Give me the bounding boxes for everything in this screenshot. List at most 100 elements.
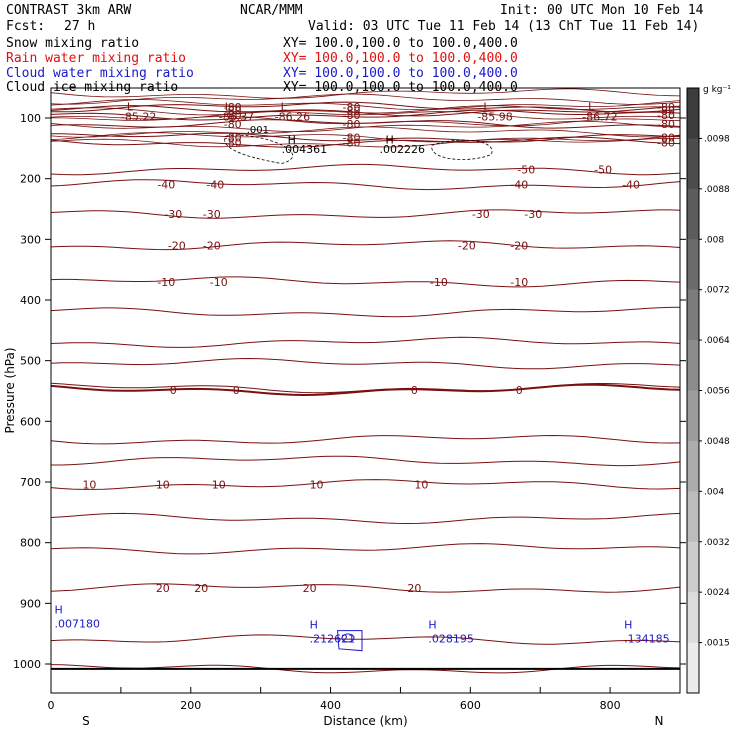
- colorbar-tick-label: .008: [704, 235, 724, 245]
- colorbar-tick-label: .0024: [704, 588, 730, 598]
- contour-label: -80: [657, 105, 675, 118]
- contour-line: [50, 163, 681, 176]
- plot-frame: [50, 87, 681, 694]
- y-tick-label: 600: [20, 415, 41, 428]
- contour-label: -50: [517, 164, 535, 177]
- contour-label: 10: [414, 478, 428, 491]
- contour-label: 20: [194, 582, 208, 595]
- colorbar: g kg⁻¹ .0098 .0088 .008 .0072 .0064 .0056 .0048…: [686, 85, 731, 694]
- contour-label: 20: [407, 582, 421, 595]
- contour-label: -40: [157, 179, 175, 192]
- temperature-contours: [50, 88, 681, 674]
- minimum-value: -86.72: [582, 110, 617, 123]
- contour-line: [50, 383, 681, 397]
- contour-label: 0: [233, 384, 240, 397]
- contour-line: [50, 543, 681, 555]
- contour-line: [50, 132, 681, 143]
- contour-label: -80: [343, 136, 361, 149]
- field-cloudwater-xy: XY= 100.0,100.0 to 100.0,400.0: [283, 66, 518, 81]
- contour-label: -10: [157, 276, 175, 289]
- colorbar-swatch: [687, 592, 699, 644]
- contour-line: [50, 357, 681, 370]
- contour-label: -30: [164, 208, 182, 221]
- colorbar-unit: g kg⁻¹: [703, 85, 731, 95]
- contour-label: -80: [343, 109, 361, 122]
- colorbar-tick-label: .0048: [704, 437, 730, 447]
- contour-label: 0: [170, 384, 177, 397]
- cloud-water-maximum-value: .007180: [54, 618, 100, 631]
- colorbar-tick-label: .0064: [704, 336, 730, 346]
- ice-maximum-mark: H: [288, 133, 296, 146]
- contour-label: -80: [224, 101, 242, 114]
- contour-label: -30: [203, 208, 221, 221]
- contour-label: -40: [622, 179, 640, 192]
- y-tick-label: 400: [20, 294, 41, 307]
- contour-line: [51, 455, 681, 467]
- colorbar-swatch: [687, 188, 699, 240]
- minimum-value: -85.98: [477, 110, 512, 123]
- header-title: CONTRAST 3km ARW: [6, 3, 132, 18]
- header-valid: Valid: 03 UTC Tue 11 Feb 14 (13 ChT Tue …: [308, 19, 700, 34]
- minimum-mark: L: [588, 101, 595, 114]
- contour-label: -20: [510, 239, 528, 252]
- ice-contour-label: .001: [247, 125, 269, 136]
- cloud-water-maximum-mark: H: [54, 604, 62, 617]
- contour-line: [50, 99, 681, 111]
- contour-label: -30: [524, 208, 542, 221]
- cloud-water-maximum-mark: H: [624, 619, 632, 632]
- contour-label: 10: [310, 478, 324, 491]
- contour-label: -30: [472, 208, 490, 221]
- contour-line: [50, 634, 681, 645]
- contour-label: -10: [430, 276, 448, 289]
- x-tick-label: 0: [48, 699, 55, 712]
- cloud-water-contour: [337, 630, 363, 652]
- contour-label: -40: [510, 179, 528, 192]
- contour-line: [50, 583, 681, 593]
- ice-contour: [224, 134, 293, 164]
- x-tick-label: 800: [600, 699, 621, 712]
- contour-label: -20: [458, 239, 476, 252]
- contour-label: 10: [156, 478, 170, 491]
- contour-label: 20: [303, 582, 317, 595]
- contour-label: -20: [203, 239, 221, 252]
- y-tick-label: 700: [20, 476, 41, 489]
- colorbar-swatch: [687, 491, 699, 543]
- x-axis-label: Distance (km): [323, 714, 407, 728]
- contour-line: [50, 336, 681, 348]
- contour-labels: -80 -80 -80-80 -80 -80-80 -80 -80-80 -80 -80-80-…: [54, 101, 675, 646]
- colorbar-swatch: [687, 390, 699, 442]
- contour-label: 0: [411, 384, 418, 397]
- contour-label: 20: [156, 582, 170, 595]
- x-tick-label: 200: [180, 699, 201, 712]
- minimum-value: -85.22: [121, 110, 156, 123]
- contour-label: -80: [343, 105, 361, 118]
- contour-line: [50, 512, 681, 525]
- colorbar-swatch: [687, 239, 699, 291]
- contour-label: -40: [206, 179, 224, 192]
- field-snow-name: Snow mixing ratio: [6, 36, 140, 51]
- contour-label: -80: [657, 136, 675, 149]
- contour-label: -80: [343, 118, 361, 131]
- contour-label: -80: [224, 109, 242, 122]
- ice-contours: [224, 134, 493, 652]
- contour-line: [50, 179, 681, 191]
- contour-line: [50, 240, 681, 251]
- fcst-value: 27 h: [64, 19, 96, 34]
- y-tick-label: 800: [20, 537, 41, 550]
- contour-line: [50, 276, 681, 288]
- contour-label: -80: [343, 131, 361, 144]
- minimum-value: -86.37: [219, 110, 254, 123]
- colorbar-swatch: [687, 642, 699, 694]
- cloud-water-contour: [341, 633, 355, 643]
- contour-label: -80: [224, 118, 242, 131]
- minimum-mark: L: [127, 101, 134, 114]
- contour-label: -80: [224, 131, 242, 144]
- colorbar-swatch: [687, 541, 699, 593]
- contour-label: -80: [657, 118, 675, 131]
- colorbar-swatch: [687, 289, 699, 341]
- colorbar-swatch: [687, 340, 699, 391]
- plot-frame: [50, 87, 681, 694]
- colorbar-tick-label: .0056: [704, 387, 730, 397]
- x-tick-label: 600: [460, 699, 481, 712]
